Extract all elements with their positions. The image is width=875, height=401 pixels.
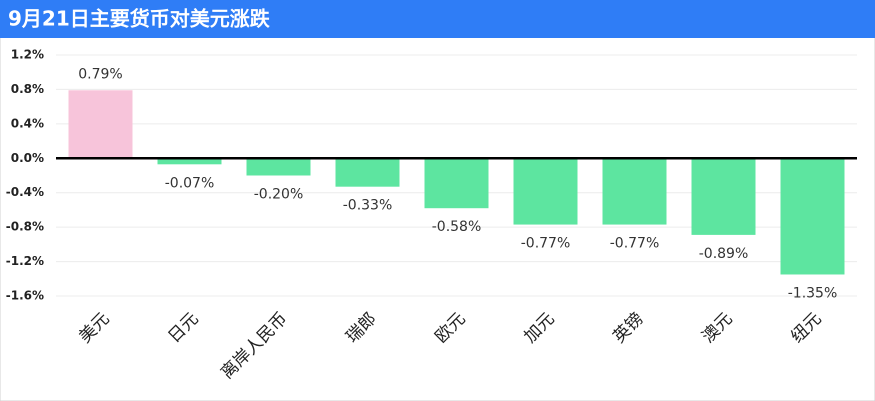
bar: [602, 158, 667, 225]
data-label: -0.07%: [165, 175, 215, 191]
bar: [513, 158, 578, 225]
data-label: -0.58%: [432, 219, 482, 235]
y-tick-label: 0.8%: [11, 82, 44, 96]
data-label: -0.77%: [521, 236, 571, 252]
bar: [691, 158, 756, 235]
data-label: -0.77%: [610, 236, 660, 252]
bar: [246, 158, 311, 176]
y-tick-label: -1.2%: [6, 254, 44, 268]
data-label: -0.89%: [699, 246, 749, 262]
bar: [424, 158, 489, 209]
bar: [335, 158, 400, 187]
bar: [157, 158, 222, 165]
y-tick-label: -0.8%: [6, 220, 44, 234]
y-tick-label: -1.6%: [6, 289, 44, 303]
data-label: 0.79%: [78, 66, 122, 82]
y-tick-label: 0.0%: [11, 151, 44, 165]
bar: [780, 158, 845, 275]
bar: [68, 90, 133, 159]
data-label: -0.33%: [343, 198, 393, 214]
y-tick-label: 1.2%: [11, 48, 44, 62]
chart-title: 9月21日主要货币对美元涨跌: [8, 7, 271, 31]
y-tick-label: 0.4%: [11, 116, 44, 130]
title-bar: [0, 0, 875, 38]
y-tick-label: -0.4%: [6, 185, 44, 199]
data-label: -0.20%: [254, 187, 304, 203]
data-label: -1.35%: [788, 285, 838, 301]
